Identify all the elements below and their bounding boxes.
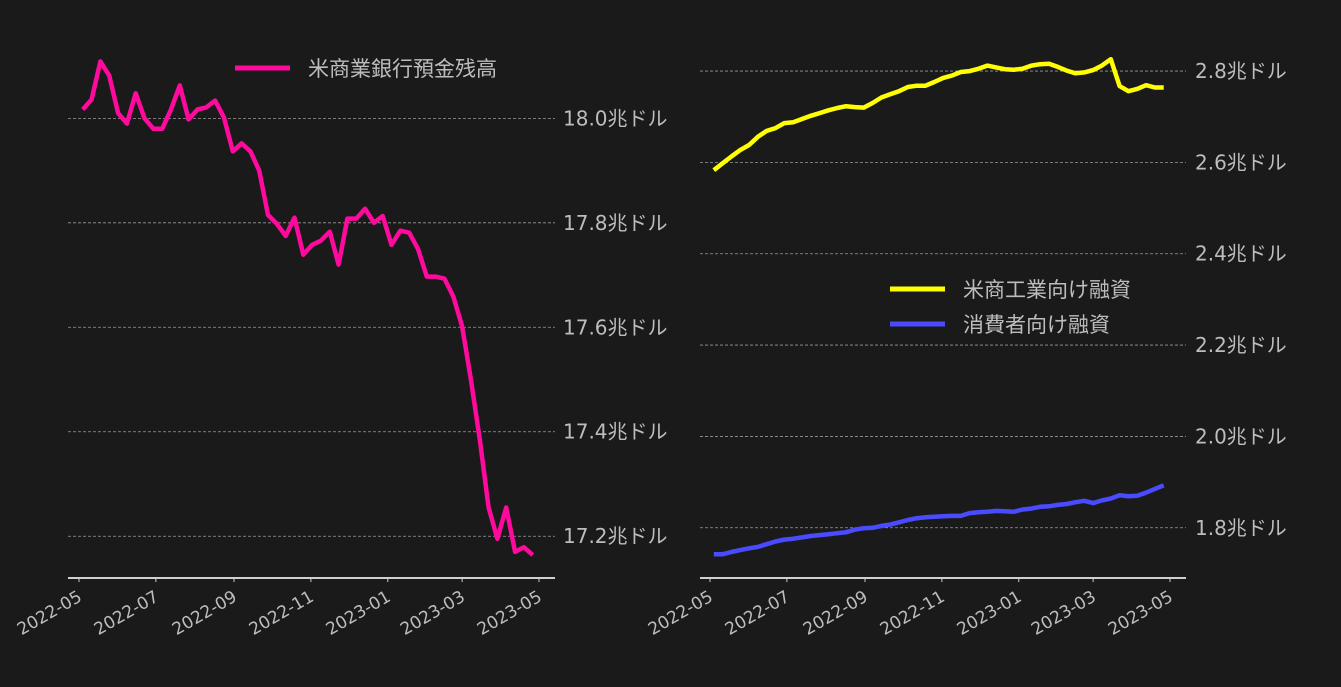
y-tick-label: 17.2兆ドル — [563, 524, 668, 548]
x-tick-label: 2023-01 — [323, 587, 395, 640]
x-tick-label: 2022-07 — [722, 587, 794, 640]
y-tick-label: 17.8兆ドル — [563, 211, 668, 235]
x-tick-label: 2022-05 — [645, 587, 717, 640]
x-tick-label: 2023-03 — [1028, 587, 1100, 640]
y-tick-label: 2.6兆ドル — [1195, 150, 1287, 174]
y-tick-label: 2.8兆ドル — [1195, 59, 1287, 83]
left-chart-deposits: 17.2兆ドル 17.4兆ドル 17.6兆ドル 17.8兆ドル 18.0兆ドル 2022-… — [14, 57, 668, 640]
x-tick-label: 2022-07 — [91, 587, 163, 640]
legend-label: 消費者向け融資 — [963, 313, 1110, 337]
y-tick-label: 2.0兆ドル — [1195, 424, 1287, 448]
x-tick-label: 2022-11 — [246, 587, 318, 640]
legend-label: 米商業銀行預金残高 — [308, 57, 497, 81]
x-tick-label: 2023-03 — [397, 587, 469, 640]
x-tick-label: 2022-09 — [800, 587, 872, 640]
y-tick-label: 17.4兆ドル — [563, 420, 668, 444]
x-tick-label: 2022-05 — [14, 587, 86, 640]
x-tick-label: 2022-11 — [877, 587, 949, 640]
x-tick-label: 2023-05 — [1105, 587, 1177, 640]
y-tick-label: 17.6兆ドル — [563, 315, 668, 339]
x-tick-label: 2022-09 — [169, 587, 241, 640]
y-tick-label: 2.2兆ドル — [1195, 333, 1287, 357]
right-chart-loans: 1.8兆ドル 2.0兆ドル 2.2兆ドル 2.4兆ドル 2.6兆ドル 2.8兆ドル 2022… — [645, 56, 1287, 640]
y-tick-label: 1.8兆ドル — [1195, 516, 1287, 540]
x-tick-label: 2023-01 — [954, 587, 1026, 640]
x-tick-label: 2023-05 — [474, 587, 546, 640]
y-tick-label: 18.0兆ドル — [563, 106, 668, 130]
y-tick-label: 2.4兆ドル — [1195, 242, 1287, 266]
series-line — [81, 59, 535, 557]
series-line — [713, 483, 1165, 557]
series-line — [712, 56, 1164, 172]
legend-label: 米商工業向け融資 — [963, 278, 1131, 302]
